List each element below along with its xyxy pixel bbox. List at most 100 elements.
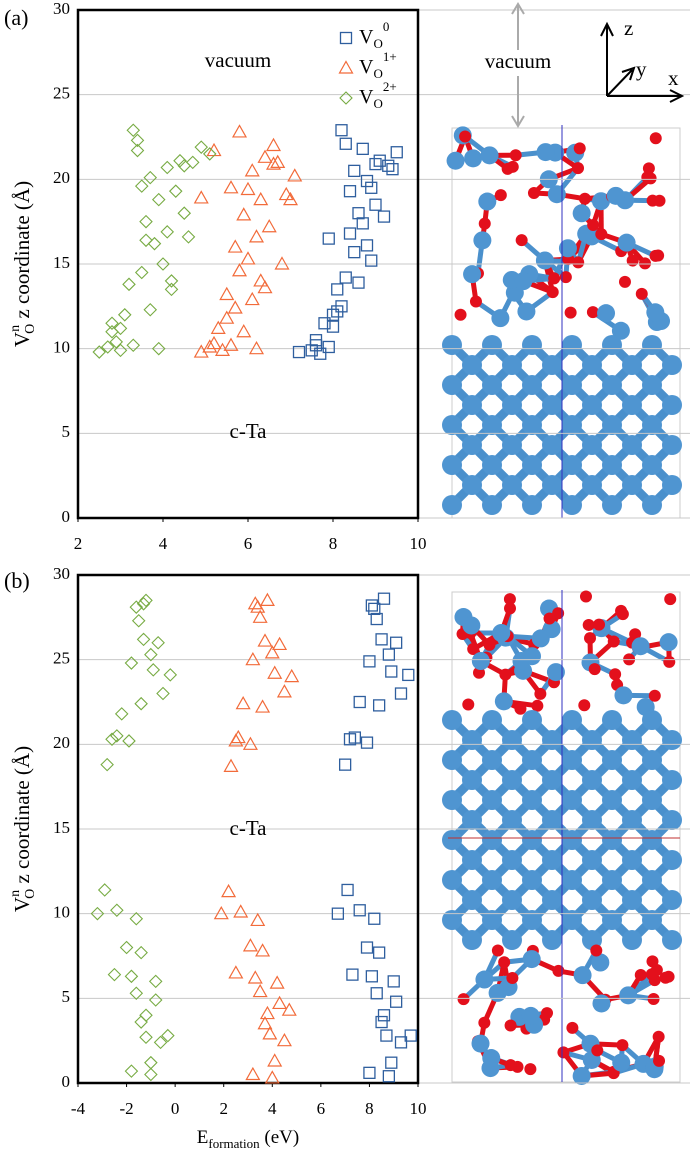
point — [223, 180, 239, 194]
point — [343, 185, 357, 198]
point — [247, 596, 263, 610]
atom — [578, 699, 591, 712]
atom — [522, 750, 542, 770]
atom — [562, 710, 582, 730]
atom — [471, 652, 490, 671]
atom — [602, 335, 622, 355]
point — [228, 965, 244, 979]
point — [151, 341, 166, 356]
y-title-sup: n — [8, 325, 23, 332]
atom — [602, 910, 622, 930]
legend-superscript: 2+ — [383, 79, 397, 94]
atom — [491, 309, 510, 328]
atom — [662, 355, 682, 375]
point — [107, 967, 122, 982]
point — [394, 687, 408, 700]
point — [318, 317, 331, 330]
atom — [542, 770, 562, 790]
atom — [478, 1016, 491, 1029]
atom — [502, 850, 522, 870]
atom — [622, 850, 642, 870]
panel-label: (b) — [4, 568, 30, 593]
point — [284, 668, 300, 683]
legend-marker — [339, 91, 353, 105]
atom — [642, 375, 662, 395]
x-tick-label: 6 — [317, 1099, 326, 1118]
point — [257, 279, 273, 294]
structure — [442, 590, 682, 1085]
atom — [522, 710, 542, 730]
arrow-head — [511, 2, 525, 128]
atom — [602, 750, 622, 770]
y-tick-label: 10 — [53, 338, 70, 357]
atom — [609, 668, 622, 681]
point — [259, 592, 275, 606]
point — [124, 1064, 139, 1078]
atom — [462, 770, 482, 790]
x-title-rest: (eV) — [260, 1127, 300, 1148]
atom — [522, 495, 542, 515]
atom — [498, 956, 511, 969]
atom — [642, 710, 662, 730]
x-tick-label: -4 — [71, 1099, 86, 1118]
point — [173, 153, 187, 168]
atom — [546, 663, 565, 682]
point — [240, 181, 256, 196]
point — [372, 946, 386, 959]
atom — [645, 968, 658, 981]
point — [122, 277, 136, 292]
atom — [535, 251, 554, 270]
point — [253, 191, 269, 206]
point — [353, 904, 366, 917]
point — [233, 904, 249, 918]
point — [365, 254, 378, 267]
point — [382, 1070, 396, 1083]
atom — [536, 143, 555, 162]
point — [105, 324, 119, 339]
point — [113, 321, 128, 336]
point — [363, 1066, 376, 1079]
point — [130, 133, 145, 148]
atom — [442, 375, 462, 395]
atom — [642, 870, 662, 890]
point — [375, 633, 388, 646]
point — [287, 168, 303, 182]
y-tick-label: 5 — [62, 987, 71, 1006]
atom — [629, 628, 642, 641]
atom — [542, 355, 562, 375]
y-tick-label: 30 — [53, 564, 70, 583]
point — [194, 140, 209, 154]
point — [160, 225, 175, 239]
atom — [642, 750, 662, 770]
legend-marker — [338, 60, 354, 74]
point — [244, 291, 260, 306]
y-tick-label: 25 — [53, 649, 70, 668]
atom — [442, 830, 462, 850]
atom — [501, 162, 514, 175]
atom — [622, 770, 642, 790]
point — [105, 316, 119, 331]
atom — [522, 455, 542, 475]
point — [227, 239, 243, 253]
atom — [662, 475, 682, 495]
atom — [442, 750, 462, 770]
atom — [522, 335, 542, 355]
atom — [483, 638, 496, 651]
atom — [622, 355, 642, 375]
point — [331, 283, 344, 296]
atom — [622, 890, 642, 910]
point — [394, 1036, 408, 1049]
point — [244, 163, 260, 177]
point — [272, 995, 288, 1010]
atom — [582, 355, 602, 375]
point — [168, 184, 183, 198]
atom — [562, 790, 582, 810]
atom — [619, 986, 638, 1005]
atom — [542, 810, 562, 830]
atom — [593, 618, 606, 631]
point — [134, 179, 149, 193]
atom — [467, 643, 480, 656]
atom — [582, 890, 602, 910]
point — [163, 668, 178, 682]
point — [402, 668, 415, 682]
